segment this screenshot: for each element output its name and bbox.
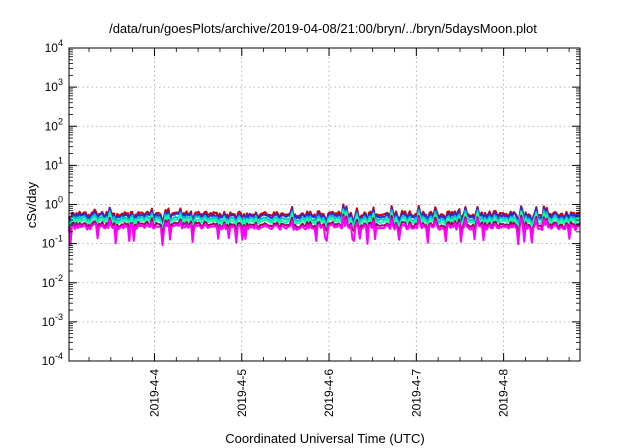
y-tick-label: 104 <box>45 38 63 55</box>
y-axis: 104 103 102 101 100 10-1 10-2 10-3 10-4 <box>42 38 580 368</box>
x-tick-label: 2019-4-5 <box>235 369 249 417</box>
y-tick-label: 101 <box>45 155 63 172</box>
chart-title: /data/run/goesPlots/archive/2019-04-08/2… <box>109 21 537 36</box>
y-tick-label: 100 <box>45 195 63 212</box>
series-line <box>68 215 581 247</box>
y-tick-label: 10-1 <box>42 234 63 251</box>
y-tick-label: 10-3 <box>42 312 63 329</box>
y-axis-label: cSv/day <box>24 181 39 228</box>
y-tick-label: 10-4 <box>42 351 63 368</box>
x-tick-label: 2019-4-8 <box>497 369 511 417</box>
x-tick-label: 2019-4-7 <box>409 369 423 417</box>
x-axis-label: Coordinated Universal Time (UTC) <box>225 431 424 446</box>
y-tick-label: 10-2 <box>42 273 63 290</box>
series-layer <box>68 203 581 247</box>
x-axis: 2019-4-4 2019-4-5 2019-4-6 2019-4-7 2019-4-8 <box>88 48 570 417</box>
y-tick-label: 102 <box>45 116 63 133</box>
series-line <box>68 209 581 234</box>
x-tick-label: 2019-4-4 <box>147 369 161 417</box>
y-tick-label: 103 <box>45 77 63 94</box>
x-tick-label: 2019-4-6 <box>322 369 336 417</box>
